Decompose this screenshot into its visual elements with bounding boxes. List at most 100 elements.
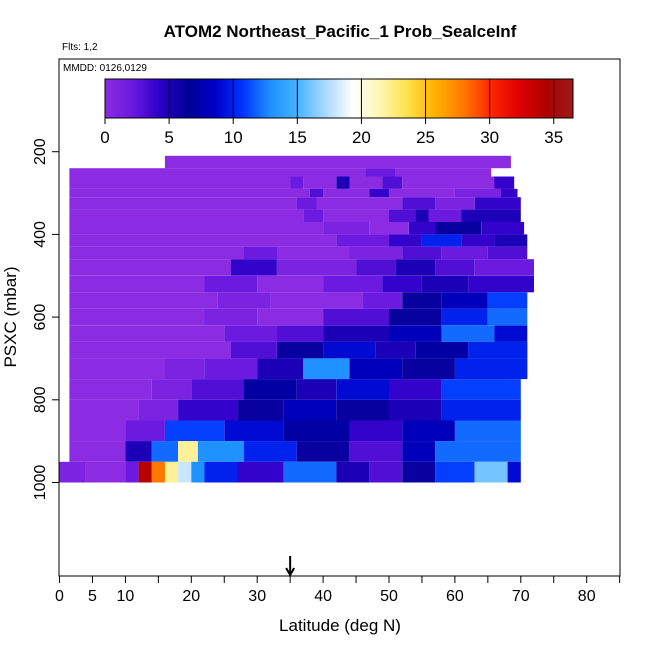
heatmap-cell bbox=[454, 188, 501, 198]
heatmap-cell bbox=[474, 197, 521, 210]
heatmap-cell bbox=[69, 399, 139, 421]
heatmap-cell bbox=[389, 325, 442, 342]
heatmap-cell bbox=[441, 246, 488, 260]
heatmap-cell bbox=[204, 275, 258, 293]
heatmap-cell bbox=[138, 399, 179, 421]
heatmap-cell bbox=[421, 275, 468, 293]
heatmap-cell bbox=[191, 461, 205, 483]
heatmap-cell bbox=[164, 420, 225, 442]
heatmap-cell bbox=[402, 461, 436, 483]
x-tick-label: 80 bbox=[578, 588, 596, 605]
heatmap-cell bbox=[277, 246, 350, 260]
heatmap-cell bbox=[296, 441, 350, 462]
x-axis: 0 5 10 20 30 40 50 60 70 80 bbox=[55, 576, 621, 605]
y-tick-label: 600 bbox=[32, 304, 49, 331]
heatmap-cell bbox=[230, 341, 277, 359]
y-tick-label: 400 bbox=[32, 221, 49, 248]
heatmap-cell bbox=[323, 325, 389, 342]
heatmap-cell bbox=[461, 209, 521, 222]
heatmap-cell bbox=[389, 234, 422, 247]
heatmap-cell bbox=[323, 209, 389, 222]
heatmap-cell bbox=[277, 325, 324, 342]
heatmap-cell bbox=[257, 358, 304, 380]
heatmap-cell bbox=[277, 259, 357, 276]
heatmap-cell bbox=[356, 259, 396, 276]
heatmap-cell bbox=[323, 308, 389, 326]
heatmap-cell bbox=[415, 209, 429, 222]
heatmap-cell bbox=[178, 461, 192, 483]
heatmap-cell bbox=[151, 461, 165, 483]
y-tick-label: 1000 bbox=[32, 465, 49, 501]
chart-title: ATOM2 Northeast_Pacific_1 Prob_SealceInf bbox=[164, 22, 517, 41]
heatmap-cell bbox=[402, 246, 442, 260]
heatmap-cell bbox=[283, 420, 350, 442]
colorbar-tick-label: 10 bbox=[224, 128, 243, 147]
heatmap-cell bbox=[69, 222, 324, 235]
heatmap-cell bbox=[125, 461, 139, 483]
heatmap-cell bbox=[204, 461, 238, 483]
heatmap-cell bbox=[336, 399, 389, 421]
colorbar-tick-label: 0 bbox=[100, 128, 109, 147]
heatmap-cell bbox=[402, 176, 495, 189]
heatmap-cell bbox=[494, 234, 528, 247]
heatmap-cell bbox=[349, 358, 403, 380]
heatmap-cell bbox=[237, 461, 284, 483]
colorbar-gradient bbox=[104, 78, 574, 119]
heatmap-cell bbox=[290, 176, 304, 189]
heatmap-cell bbox=[257, 275, 324, 293]
heatmap-cell bbox=[85, 461, 126, 483]
heatmap-cell bbox=[336, 176, 350, 189]
heatmap-cell bbox=[151, 379, 192, 400]
heatmap-cell bbox=[277, 341, 324, 359]
heatmap-cell bbox=[474, 259, 534, 276]
y-axis-label: PSXC (mbar) bbox=[1, 266, 20, 367]
heatmap-cell bbox=[389, 308, 442, 326]
heatmap-cell bbox=[349, 420, 403, 442]
flights-label: Flts: 1,2 bbox=[62, 42, 98, 53]
colorbar-tick-label: 15 bbox=[288, 128, 307, 147]
x-tick-label: 20 bbox=[182, 588, 200, 605]
heatmap-cell bbox=[283, 461, 337, 483]
colorbar-tick-label: 30 bbox=[480, 128, 499, 147]
heatmap-cell bbox=[487, 308, 528, 326]
heatmap-cell bbox=[69, 308, 205, 326]
heatmap-cell bbox=[435, 197, 475, 210]
heatmap-cell bbox=[349, 176, 383, 189]
heatmap-cell bbox=[125, 420, 165, 442]
heatmap-cell bbox=[164, 155, 511, 169]
heatmap-cell bbox=[125, 441, 152, 462]
heatmap-cell bbox=[468, 341, 528, 359]
heatmap-cell bbox=[507, 461, 521, 483]
heatmap-cell bbox=[415, 341, 469, 359]
heatmap-cell bbox=[217, 292, 271, 309]
heatmap-cell bbox=[365, 168, 396, 177]
heatmap-cell bbox=[138, 461, 152, 483]
heatmap-cell bbox=[69, 168, 367, 177]
heatmap-cell bbox=[151, 441, 179, 462]
heatmap-cell bbox=[441, 325, 495, 342]
heatmap-cell bbox=[494, 325, 528, 342]
heatmap-cell bbox=[389, 188, 455, 198]
y-tick-label: 200 bbox=[32, 138, 49, 165]
heatmap-cell bbox=[69, 379, 152, 400]
heatmap-cell bbox=[402, 197, 436, 210]
heatmap-cell bbox=[59, 461, 86, 483]
heatmap-cell bbox=[69, 358, 165, 380]
heatmap-cell bbox=[224, 420, 284, 442]
heatmap-cell bbox=[69, 246, 245, 260]
heatmap-cell bbox=[402, 358, 455, 380]
x-tick-label: 60 bbox=[446, 588, 464, 605]
heatmap-cell bbox=[244, 441, 297, 462]
heatmap-cell bbox=[197, 441, 244, 462]
heatmap-cell bbox=[69, 259, 231, 276]
heatmap-cell bbox=[454, 420, 521, 442]
heatmap-cell bbox=[395, 259, 436, 276]
heatmap-cell bbox=[454, 358, 528, 380]
heatmap-cells bbox=[59, 155, 534, 483]
colorbar-tick-label: 25 bbox=[416, 128, 435, 147]
x-tick-label: 0 bbox=[55, 588, 64, 605]
heatmap-cell bbox=[178, 441, 198, 462]
heatmap-cell bbox=[178, 399, 238, 421]
heatmap-cell bbox=[382, 275, 422, 293]
heatmap-cell bbox=[389, 379, 442, 400]
